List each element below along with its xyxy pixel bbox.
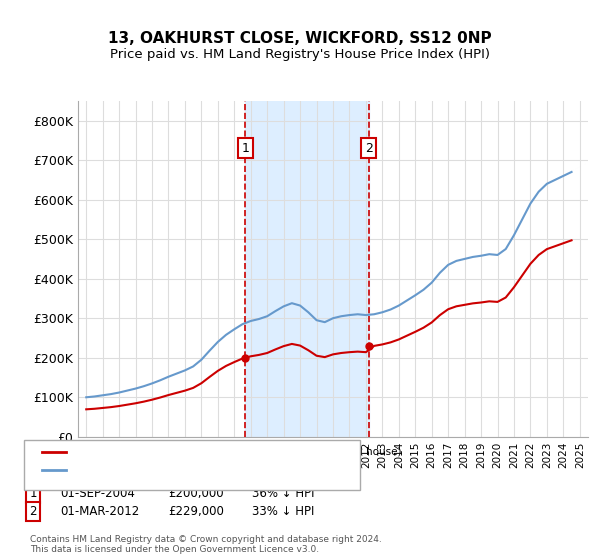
Text: £200,000: £200,000 — [168, 487, 224, 501]
Text: 01-MAR-2012: 01-MAR-2012 — [60, 505, 139, 519]
Text: 36% ↓ HPI: 36% ↓ HPI — [252, 487, 314, 501]
Bar — [245, 101, 368, 437]
Text: HPI: Average price, detached house, Basildon: HPI: Average price, detached house, Basi… — [72, 465, 310, 475]
Text: 1: 1 — [241, 142, 249, 155]
Text: 01-SEP-2004: 01-SEP-2004 — [60, 487, 135, 501]
Text: £229,000: £229,000 — [168, 505, 224, 519]
Text: Price paid vs. HM Land Registry's House Price Index (HPI): Price paid vs. HM Land Registry's House … — [110, 48, 490, 60]
Text: 13, OAKHURST CLOSE, WICKFORD, SS12 0NP: 13, OAKHURST CLOSE, WICKFORD, SS12 0NP — [108, 31, 492, 46]
Text: 2: 2 — [365, 142, 373, 155]
Text: 2: 2 — [29, 505, 37, 519]
Text: 13, OAKHURST CLOSE, WICKFORD, SS12 0NP (detached house): 13, OAKHURST CLOSE, WICKFORD, SS12 0NP (… — [72, 447, 401, 457]
Text: 33% ↓ HPI: 33% ↓ HPI — [252, 505, 314, 519]
Text: Contains HM Land Registry data © Crown copyright and database right 2024.
This d: Contains HM Land Registry data © Crown c… — [30, 535, 382, 554]
Text: 1: 1 — [29, 487, 37, 501]
